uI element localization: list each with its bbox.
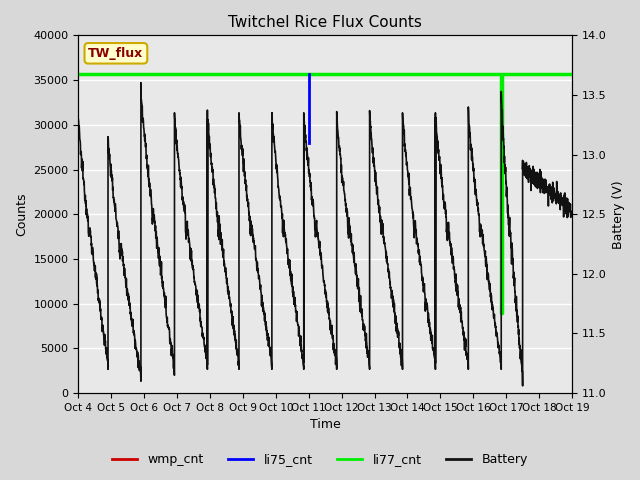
X-axis label: Time: Time — [310, 419, 340, 432]
Title: Twitchel Rice Flux Counts: Twitchel Rice Flux Counts — [228, 15, 422, 30]
Text: TW_flux: TW_flux — [88, 47, 143, 60]
Y-axis label: Battery (V): Battery (V) — [612, 180, 625, 249]
Legend: wmp_cnt, li75_cnt, li77_cnt, Battery: wmp_cnt, li75_cnt, li77_cnt, Battery — [107, 448, 533, 471]
Y-axis label: Counts: Counts — [15, 192, 28, 236]
